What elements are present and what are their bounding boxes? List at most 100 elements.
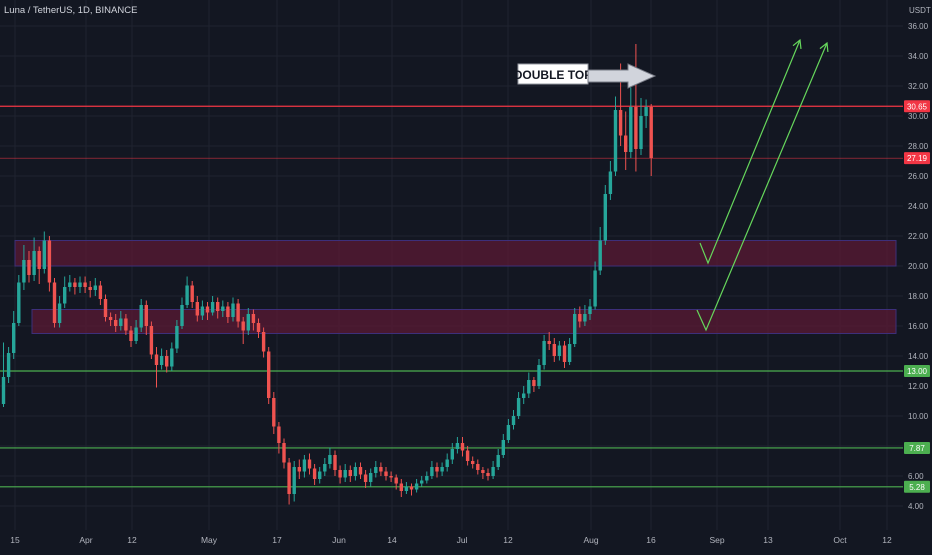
candle-body [226,306,230,317]
candle-body [47,240,52,283]
candle-body [465,450,470,461]
candle-body [537,365,541,386]
candle-body [634,107,638,149]
candle-body [445,459,449,467]
candle-body [154,354,159,365]
candle-body [598,240,602,271]
candle-body [231,303,235,317]
candle-body [159,356,164,365]
level-tag-support-13 [904,365,930,377]
candle-body [618,110,623,136]
time-tick-label: 12 [882,535,892,545]
candle-body [562,345,567,362]
candle-body [486,473,490,476]
price-tick-label: 14.00 [908,352,929,361]
candle-layer [1,44,653,505]
candle-body [369,473,373,482]
candle-body [37,251,41,269]
candle-body [200,306,205,316]
candle-body [114,320,118,326]
candle-body [425,476,429,481]
level-tag-support-5 [904,480,930,493]
candle-body [17,282,21,323]
level-tag-resistance [904,100,930,113]
price-tick-label: 20.00 [908,262,929,271]
price-axis: USDT 36.00 34.00 32.00 30.00 28.00 26.00 24.00… [908,6,931,511]
time-tick-label: Sep [709,535,724,545]
zone-lower [31,309,897,334]
time-tick-label: Aug [583,535,598,545]
candle-body [32,251,36,275]
candle-body [501,440,505,455]
candle-body [333,455,337,470]
candle-body [267,351,271,398]
candle-body [343,470,347,478]
candle-body [88,287,92,290]
candle-body [98,285,103,299]
candle-body [476,464,480,470]
candle-body [420,480,424,484]
candle-body [205,306,210,313]
candle-body [93,285,97,290]
candle-body [455,443,460,449]
candle-body [1,377,6,404]
price-tick-label: 22.00 [908,232,929,241]
candle-body [496,455,500,467]
projection-arrowhead-icon [819,41,829,53]
double-top-arrow-icon [587,63,657,89]
level-tag-label: 30.65 [907,102,928,111]
candle-body [358,467,363,475]
candle-body [506,425,511,440]
candle-body [210,302,215,313]
candle-body [394,477,398,484]
candle-body [246,314,250,331]
candle-body [527,380,531,394]
candle-body [27,260,31,275]
candle-body [399,483,403,491]
candle-body [323,464,327,472]
level-tag-label: 13.00 [907,367,928,376]
candle-body [272,398,276,427]
annotation-layer: DOUBLE TOP [514,63,657,89]
candle-body [134,327,138,341]
candle-body [292,467,296,494]
time-tick-label: Jun [332,535,346,545]
candle-body [318,471,322,479]
candle-body [185,285,189,305]
candle-body [236,303,240,322]
candle-body [42,240,46,269]
time-axis: 15 Apr 12 May 17 Jun 14 Jul 12 Aug 16 Sep 13 Oct 12 [10,535,892,545]
candle-body [639,116,643,149]
price-tick-label: 10.00 [908,412,929,421]
candle-body [277,426,281,443]
time-tick-label: 14 [387,535,397,545]
candle-body [593,270,597,307]
candle-body [103,299,108,317]
level-layer [0,105,903,488]
candle-body [307,459,312,469]
candle-body [491,467,495,476]
candle-body [573,314,577,344]
candle-body [312,468,317,479]
candle-body [287,462,291,494]
candle-body [139,305,143,328]
candle-body [338,470,342,478]
candle-body [404,486,409,491]
candle-body [649,107,653,158]
candle-body [119,318,123,326]
candle-body [567,344,572,362]
zone-upper [14,240,897,267]
time-tick-label: 15 [10,535,20,545]
candle-body [414,483,419,490]
candle-body [374,467,378,473]
candle-body [261,332,266,352]
level-tag-last-price [904,152,930,165]
candle-body [221,306,225,311]
candle-body [282,443,286,463]
candle-body [603,194,607,241]
candle-body [547,341,551,344]
time-tick-label: 12 [503,535,513,545]
level-tag-support-7 [904,441,930,454]
